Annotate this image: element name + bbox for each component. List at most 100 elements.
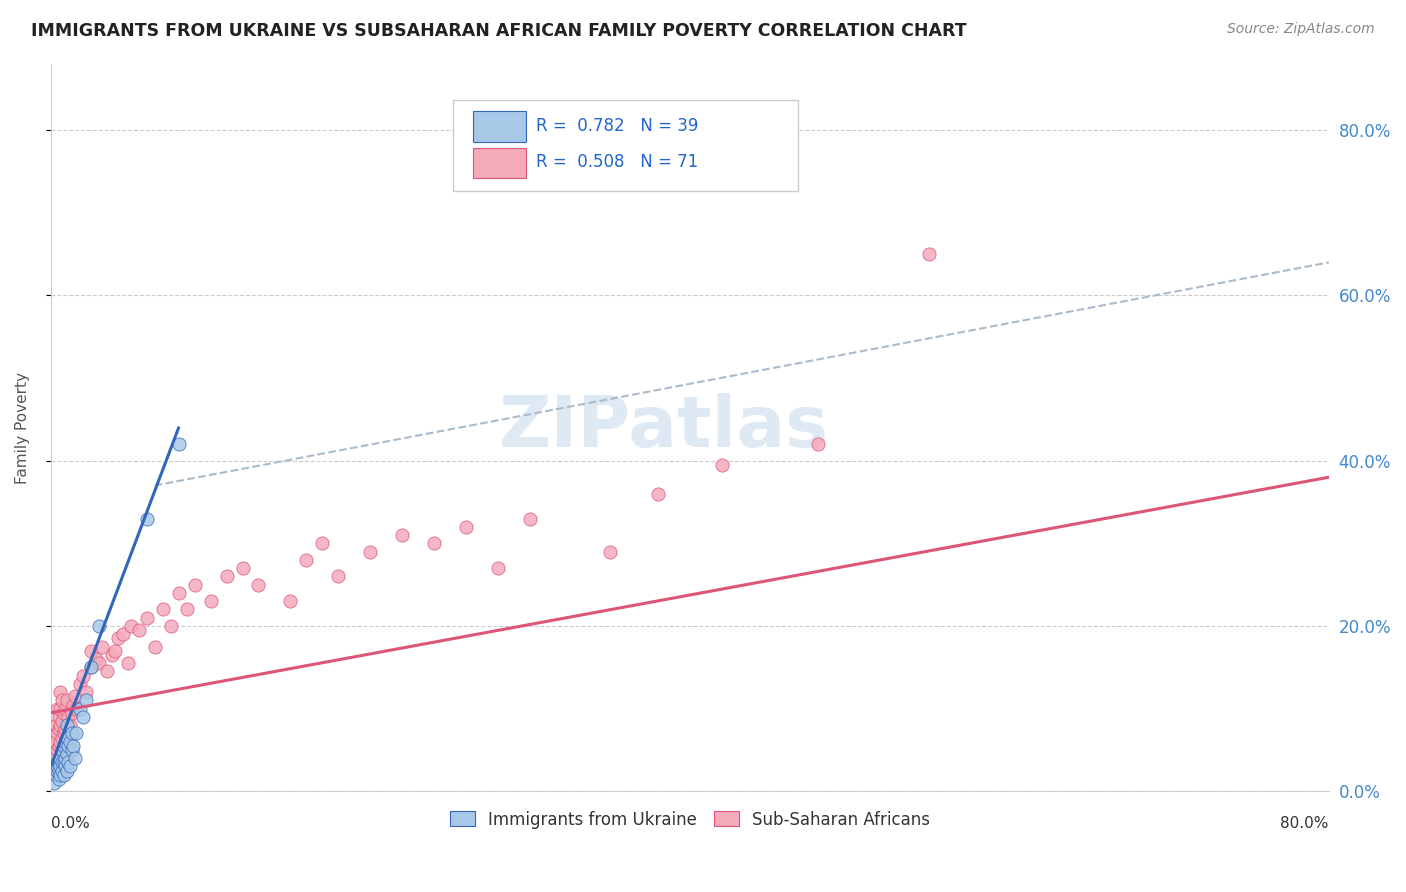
Point [58, 710, 80, 724]
Point [80, 660, 103, 674]
Point [120, 619, 142, 633]
Point [69, 701, 91, 715]
Point [51, 764, 73, 778]
Point [391, 528, 413, 542]
Point [52, 706, 75, 720]
Point [46, 701, 69, 715]
Point [52, 756, 75, 770]
Point [46, 726, 69, 740]
Point [56, 747, 79, 761]
Point [100, 648, 122, 662]
Point [807, 437, 830, 451]
Text: ZIPatlas: ZIPatlas [499, 393, 830, 462]
Point [52, 726, 75, 740]
Point [56, 731, 79, 745]
Point [51, 756, 73, 770]
Point [359, 544, 381, 558]
Point [51, 731, 73, 745]
Point [42, 776, 65, 790]
Point [84, 652, 107, 666]
Point [48, 756, 70, 770]
Point [53, 734, 76, 748]
Point [59, 759, 82, 773]
Point [486, 561, 509, 575]
Point [87, 619, 110, 633]
Point [56, 718, 79, 732]
Text: R =  0.782   N = 39: R = 0.782 N = 39 [537, 117, 699, 135]
Point [46, 743, 69, 757]
Point [63, 690, 86, 704]
Point [62, 739, 84, 753]
Point [53, 701, 76, 715]
Point [111, 627, 134, 641]
Point [176, 602, 198, 616]
FancyBboxPatch shape [453, 101, 799, 191]
Text: IMMIGRANTS FROM UKRAINE VS SUBSAHARAN AFRICAN FAMILY POVERTY CORRELATION CHART: IMMIGRANTS FROM UKRAINE VS SUBSAHARAN AF… [31, 22, 966, 40]
Point [167, 586, 190, 600]
Point [42, 734, 65, 748]
Point [48, 739, 70, 753]
Point [46, 764, 69, 778]
Point [280, 594, 302, 608]
Point [49, 734, 72, 748]
Point [48, 723, 70, 737]
FancyBboxPatch shape [472, 148, 526, 178]
Point [247, 577, 270, 591]
Point [56, 764, 79, 778]
Point [107, 632, 129, 646]
Point [72, 710, 94, 724]
Point [51, 714, 73, 728]
Point [200, 594, 222, 608]
Point [49, 751, 72, 765]
Point [60, 726, 83, 740]
Point [328, 569, 350, 583]
Point [51, 693, 73, 707]
Point [53, 751, 76, 765]
Point [62, 698, 84, 712]
Text: 0.0%: 0.0% [51, 815, 90, 830]
Point [183, 577, 205, 591]
Point [49, 768, 72, 782]
FancyBboxPatch shape [472, 112, 526, 142]
Point [58, 756, 80, 770]
Point [53, 723, 76, 737]
Point [128, 623, 150, 637]
Point [135, 611, 157, 625]
Point [710, 458, 733, 472]
Point [456, 520, 478, 534]
Point [72, 668, 94, 682]
Text: Source: ZipAtlas.com: Source: ZipAtlas.com [1227, 22, 1375, 37]
Point [45, 718, 67, 732]
Point [45, 747, 67, 761]
Point [423, 536, 446, 550]
Point [918, 247, 941, 261]
Point [69, 677, 91, 691]
Point [159, 619, 181, 633]
Y-axis label: Family Poverty: Family Poverty [15, 372, 30, 483]
Point [49, 701, 72, 715]
Point [80, 660, 103, 674]
Point [59, 734, 82, 748]
Point [519, 511, 541, 525]
Point [45, 768, 67, 782]
Point [51, 743, 73, 757]
Point [87, 656, 110, 670]
Point [49, 718, 72, 732]
Point [143, 640, 166, 654]
Point [311, 536, 333, 550]
Point [599, 544, 621, 558]
Point [52, 768, 75, 782]
Point [49, 759, 72, 773]
Point [48, 772, 70, 786]
Point [59, 718, 82, 732]
Point [75, 693, 97, 707]
Legend: Immigrants from Ukraine, Sub-Saharan Africans: Immigrants from Ukraine, Sub-Saharan Afr… [443, 804, 936, 835]
Point [58, 739, 80, 753]
Point [65, 701, 87, 715]
Point [52, 739, 75, 753]
Point [104, 644, 127, 658]
Point [295, 553, 318, 567]
Point [48, 710, 70, 724]
Point [41, 751, 63, 765]
Point [49, 685, 72, 699]
